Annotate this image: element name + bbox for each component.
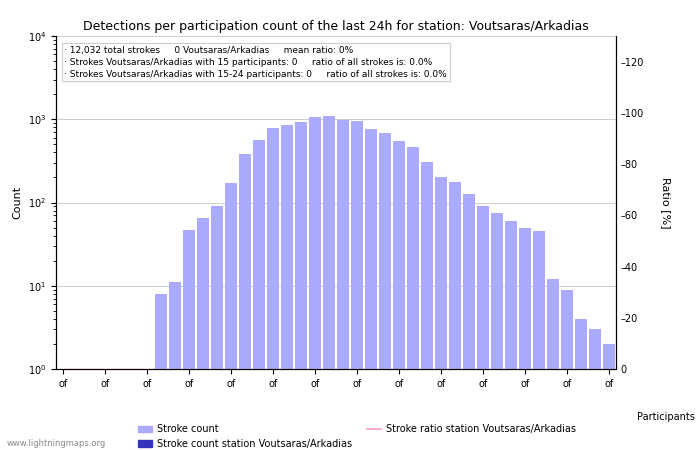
Bar <box>71 369 83 450</box>
Bar <box>197 218 209 450</box>
Bar <box>253 140 265 450</box>
Bar <box>267 128 279 450</box>
Y-axis label: Count: Count <box>12 186 22 219</box>
Bar <box>323 116 335 450</box>
Bar <box>183 230 195 450</box>
Bar <box>155 294 167 450</box>
Bar <box>309 117 321 450</box>
Bar <box>463 194 475 450</box>
Bar <box>561 289 573 450</box>
Text: · 12,032 total strokes     0 Voutsaras/Arkadias     mean ratio: 0%
· Strokes Vou: · 12,032 total strokes 0 Voutsaras/Arkad… <box>64 46 447 79</box>
Bar <box>113 369 125 450</box>
Bar <box>505 221 517 450</box>
Bar <box>379 133 391 450</box>
Bar <box>365 129 377 450</box>
Bar <box>533 231 545 450</box>
Title: Detections per participation count of the last 24h for station: Voutsaras/Arkadi: Detections per participation count of th… <box>83 20 589 33</box>
Legend: Stroke count, Stroke count station Voutsaras/Arkadias, Stroke ratio station Vout: Stroke count, Stroke count station Vouts… <box>134 420 580 450</box>
Bar <box>547 279 559 450</box>
Bar <box>477 206 489 450</box>
Text: www.lightningmaps.org: www.lightningmaps.org <box>7 439 106 448</box>
Bar <box>393 141 405 450</box>
Bar <box>575 319 587 450</box>
Bar <box>519 228 531 450</box>
Bar <box>127 369 139 450</box>
Bar <box>407 147 419 450</box>
Bar <box>211 206 223 450</box>
Bar <box>337 120 349 450</box>
Bar <box>351 121 363 450</box>
Text: Participants: Participants <box>637 412 695 422</box>
Bar <box>85 369 97 450</box>
Bar <box>449 182 461 450</box>
Bar <box>603 344 615 450</box>
Bar <box>589 329 601 450</box>
Bar <box>225 183 237 450</box>
Bar <box>491 213 503 450</box>
Bar <box>421 162 433 450</box>
Bar <box>435 177 447 450</box>
Bar <box>169 282 181 450</box>
Bar <box>295 122 307 450</box>
Bar <box>57 369 69 450</box>
Bar <box>281 125 293 450</box>
Bar <box>239 154 251 450</box>
Bar <box>99 369 111 450</box>
Y-axis label: Ratio [%]: Ratio [%] <box>661 177 671 228</box>
Bar <box>141 369 153 450</box>
